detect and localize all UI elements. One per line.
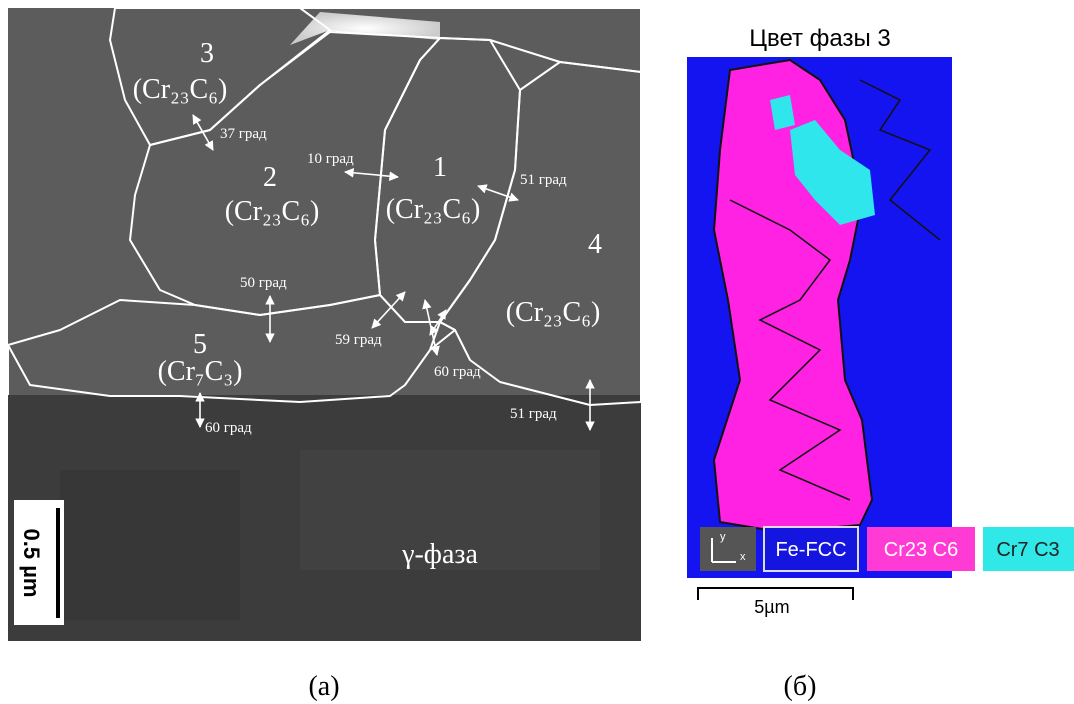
angle-label: 51 град [520, 172, 567, 188]
scale-label: 0.5 µm [19, 529, 44, 598]
legend-label: Cr7 C3 [996, 539, 1059, 561]
grain-phase: (Cr₂₃C₆) [386, 194, 481, 225]
page: Micrograph figure {"panel_a": { "grains"… [0, 0, 1074, 704]
angle-label: 51 град [510, 406, 557, 422]
angle-label: 59 град [335, 332, 382, 348]
axis-label: y [720, 531, 726, 543]
scale-label: 5µm [754, 597, 789, 617]
phase-map: Цвет фазы 3 y x Fe-FCC Cr23 C6 Cr7 C3 5µ… [687, 25, 1074, 617]
map-title: Цвет фазы 3 [749, 25, 891, 52]
angle-label: 37 град [220, 126, 267, 142]
legend-label: Cr23 C6 [884, 539, 958, 561]
micrograph: 3 (Cr₂₃C₆) 2 (Cr₂₃C₆) 1 (Cr₂₃C₆) 4 (Cr₂₃… [8, 8, 641, 641]
caption: (б) [784, 671, 817, 702]
legend-label: Fe-FCC [775, 539, 846, 561]
angle-label: 60 град [434, 364, 481, 380]
grain-phase: (Cr₇C₃) [158, 356, 243, 387]
grain-phase: (Cr₂₃C₆) [225, 196, 320, 227]
angle-label: 50 град [240, 275, 287, 291]
figure: 3 (Cr₂₃C₆) 2 (Cr₂₃C₆) 1 (Cr₂₃C₆) 4 (Cr₂₃… [0, 0, 1074, 704]
grain-phase: (Cr₂₃C₆) [506, 297, 601, 328]
axis-icon [700, 527, 756, 571]
grain-number: 4 [588, 229, 602, 260]
texture [60, 470, 240, 620]
grain-number: 1 [433, 152, 447, 183]
caption: (а) [308, 671, 339, 702]
axis-label: x [740, 551, 746, 563]
grain-number: 2 [263, 162, 277, 193]
grain-number: 3 [200, 38, 214, 69]
body: 3 (Cr₂₃C₆) 2 (Cr₂₃C₆) 1 (Cr₂₃C₆) 4 (Cr₂₃… [0, 0, 1074, 704]
angle-label: 60 град [205, 420, 252, 436]
matrix-label: γ-фаза [401, 539, 478, 570]
grain-phase: (Cr₂₃C₆) [133, 74, 228, 105]
angle-label: 10 град [307, 151, 354, 167]
